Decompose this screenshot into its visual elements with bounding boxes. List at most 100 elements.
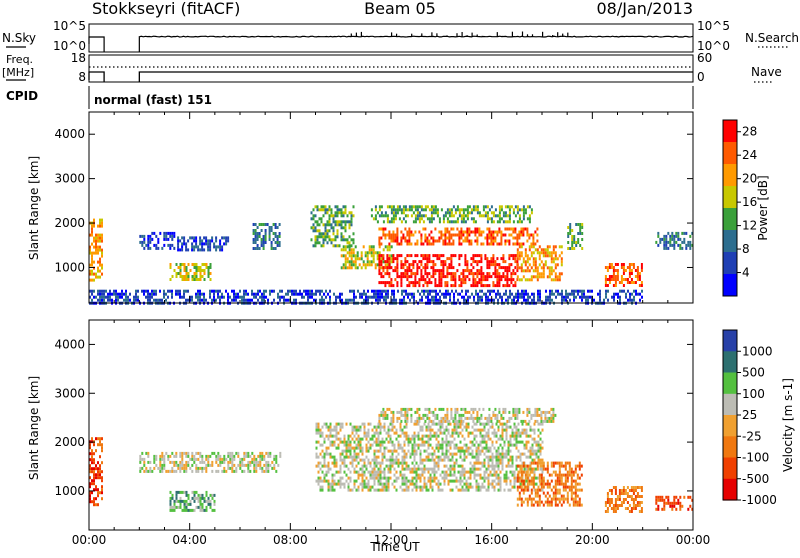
- y-tick-label: 4000: [54, 127, 85, 141]
- nsky-spike: [557, 32, 558, 37]
- x-tick-label: 00:00: [72, 533, 107, 547]
- colorbar-swatch: [723, 274, 737, 297]
- colorbar-swatch: [723, 479, 737, 501]
- x-tick-label: 20:00: [575, 533, 610, 547]
- scatter-region: [89, 219, 103, 282]
- y-tick-label: 1000: [54, 260, 85, 274]
- freq-strip: Freq. [MHz] 18 8 60 0 Nave: [2, 51, 782, 84]
- nsky-spike: [467, 35, 468, 37]
- nsky-spike: [436, 33, 437, 37]
- scatter-region: [177, 236, 229, 251]
- colorbar-tick-label: -25: [742, 429, 762, 443]
- colorbar-tick-label: -100: [742, 451, 769, 465]
- scatter-region: [253, 223, 281, 250]
- scatter-region: [655, 496, 693, 511]
- colorbar-swatch: [723, 394, 737, 416]
- scatter-region: [605, 263, 643, 287]
- colorbar-swatch: [723, 252, 737, 275]
- scatter-region: [170, 263, 212, 281]
- nsky-strip: N.Sky 10^5 10^0 10^5 10^0 N.Search: [2, 19, 799, 53]
- nsky-spike: [396, 34, 397, 37]
- power-colorbar-label: Power [dB]: [756, 175, 770, 240]
- scatter-region: [378, 254, 518, 287]
- scatter-region: [371, 205, 533, 223]
- colorbar-swatch: [723, 164, 737, 187]
- nsky-spike: [361, 32, 362, 37]
- colorbar-tick-label: 8: [742, 242, 750, 256]
- velocity-colorbar-label: Velocity [m s-1]: [781, 378, 795, 472]
- colorbar-swatch: [723, 351, 737, 373]
- freq-unit: [MHz]: [2, 66, 34, 79]
- nsky-spike: [431, 32, 432, 37]
- x-tick-label: 04:00: [172, 533, 207, 547]
- y-tick-label: 2000: [54, 435, 85, 449]
- y-tick-label: 2000: [54, 216, 85, 230]
- nsky-spike: [411, 34, 412, 37]
- scatter-region: [170, 491, 216, 512]
- nsky-spike: [522, 32, 523, 38]
- nsky-spike: [542, 32, 543, 37]
- nsky-spike: [351, 34, 352, 38]
- nave-label: Nave: [751, 65, 782, 79]
- colorbar-tick-label: 500: [742, 366, 765, 380]
- y-tick-label: 3000: [54, 386, 85, 400]
- cpid-value: normal (fast) 151: [94, 93, 212, 107]
- nsky-spike: [446, 35, 447, 37]
- freq-label: Freq.: [6, 53, 33, 66]
- nsky-spike: [456, 33, 457, 37]
- y-tick-label: 4000: [54, 337, 85, 351]
- scatter-region: [655, 232, 693, 250]
- colorbar-swatch: [723, 330, 737, 352]
- scatter-region: [567, 223, 583, 250]
- colorbar-swatch: [723, 208, 737, 231]
- colorbar-tick-label: 24: [742, 148, 757, 162]
- nsky-spike: [482, 36, 483, 37]
- nsky-spike: [552, 35, 553, 37]
- colorbar-tick-label: 25: [742, 408, 757, 422]
- nsky-spike: [497, 32, 498, 37]
- nsky-spike: [527, 34, 528, 37]
- colorbar-tick-label: 16: [742, 195, 757, 209]
- nsky-spike: [532, 34, 533, 37]
- nsky-spike: [517, 36, 518, 37]
- nsky-spike: [567, 33, 568, 37]
- nsky-spike: [562, 34, 563, 37]
- power-panel: 1000 2000 3000 4000: [54, 112, 693, 305]
- date-label: 08/Jan/2013: [596, 0, 693, 18]
- y-tick-label: 3000: [54, 172, 85, 186]
- x-tick-label: 00:00: [676, 533, 711, 547]
- colorbar-swatch: [723, 458, 737, 480]
- colorbar-tick-label: 4: [742, 266, 750, 280]
- colorbar-swatch: [723, 142, 737, 165]
- nsky-spike: [462, 32, 463, 37]
- nsky-spike: [512, 32, 513, 37]
- freq-tick-bottom: 8: [78, 70, 86, 84]
- colorbar-tick-label: 12: [742, 219, 757, 233]
- scatter-region: [341, 245, 393, 269]
- colorbar-tick-label: 1000: [742, 344, 773, 358]
- power-ylabel: Slant Range [km]: [27, 156, 41, 260]
- cpid-label: CPID: [6, 89, 38, 103]
- scatter-region: [139, 232, 175, 250]
- nsky-spike: [421, 33, 422, 37]
- x-tick-label: 16:00: [474, 533, 509, 547]
- nsky-spike: [502, 36, 503, 37]
- radar-title: Stokkseyri (fitACF): [92, 0, 240, 18]
- colorbar-swatch: [723, 415, 737, 437]
- scatter-region: [89, 437, 103, 506]
- scatter-region: [378, 228, 538, 246]
- nsky-label: N.Sky: [2, 31, 36, 45]
- y-tick-label: 1000: [54, 484, 85, 498]
- scatter-region: [139, 452, 281, 473]
- nsearch-tick-top: 10^5: [697, 19, 730, 33]
- velocity-ylabel: Slant Range [km]: [27, 376, 41, 480]
- freq-trace: [89, 67, 693, 82]
- colorbar-tick-label: 28: [742, 125, 757, 139]
- scatter-region: [311, 205, 355, 247]
- nsearch-label: N.Search: [745, 31, 799, 45]
- colorbar-swatch: [723, 436, 737, 458]
